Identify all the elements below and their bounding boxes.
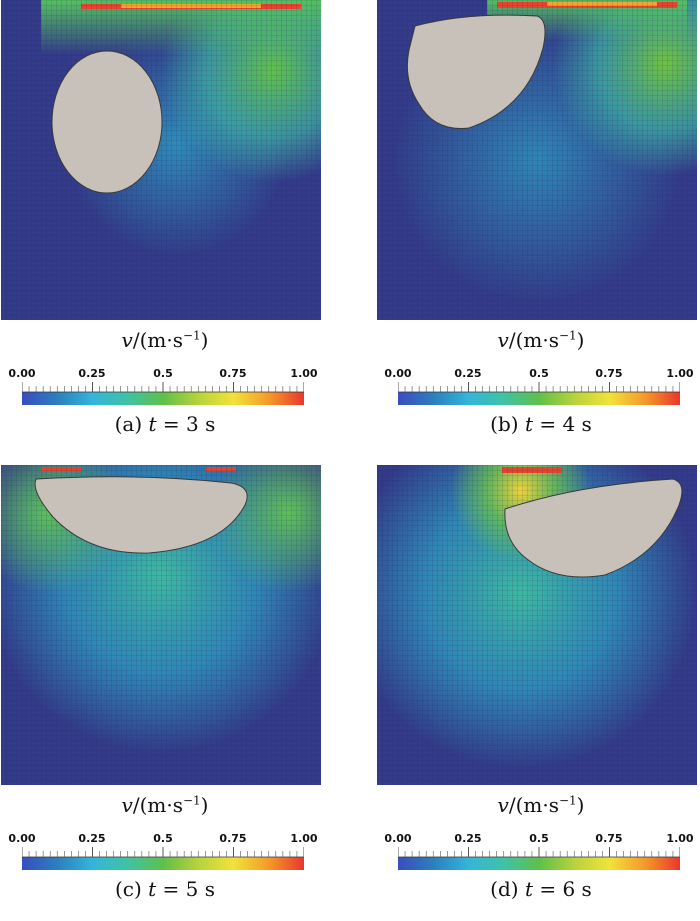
tick-label: 0.00: [8, 832, 36, 845]
tick-label: 0.00: [8, 367, 36, 380]
tick-label: 0.5: [153, 367, 173, 380]
velocity-field-c: [1, 465, 321, 785]
panel-d: v/(m·s−1) 0.00 0.25 0.5 0.75 1.00 (d) t …: [376, 465, 700, 915]
tick-label: 0.75: [219, 367, 247, 380]
tick-label: 0.5: [529, 367, 549, 380]
velocity-field-a: [1, 0, 321, 320]
panel-a: v/(m·s−1) 0.00 0.25 0.5 0.75 1.00 (a) t …: [0, 0, 330, 450]
tick-label: 1.00: [290, 832, 318, 845]
tick-label: 0.25: [454, 367, 482, 380]
velocity-field-d: [377, 465, 697, 785]
colorbar-gradient: [22, 857, 304, 870]
colorbar-tick-labels: 0.00 0.25 0.5 0.75 1.00: [376, 367, 700, 381]
tick-label: 0.25: [454, 832, 482, 845]
panel-caption: (c) t = 5 s: [114, 877, 216, 901]
colorbar-tick-labels: 0.00 0.25 0.5 0.75 1.00: [0, 367, 330, 381]
tick-label: 0.75: [219, 832, 247, 845]
tick-label: 1.00: [666, 367, 694, 380]
colorbar-tick-labels: 0.00 0.25 0.5 0.75 1.00: [376, 832, 700, 846]
tick-label: 0.00: [384, 367, 412, 380]
panel-caption: (d) t = 6 s: [490, 877, 592, 901]
unit-label: v/(m·s−1): [497, 328, 585, 352]
tick-label: 0.25: [78, 832, 106, 845]
colorbar: [398, 847, 680, 870]
colorbar: [398, 382, 680, 405]
tick-label: 0.5: [153, 832, 173, 845]
colorbar-gradient: [398, 392, 680, 405]
panel-c: v/(m·s−1) 0.00 0.25 0.5 0.75 1.00 (c) t …: [0, 465, 330, 915]
unit-label: v/(m·s−1): [121, 793, 209, 817]
tick-label: 1.00: [666, 832, 694, 845]
tick-label: 0.25: [78, 367, 106, 380]
panel-caption: (b) t = 4 s: [490, 412, 592, 436]
colorbar: [22, 382, 304, 405]
colorbar-gradient: [398, 857, 680, 870]
colorbar-gradient: [22, 392, 304, 405]
velocity-field-b: [377, 0, 697, 320]
panel-b: v/(m·s−1) 0.00 0.25 0.5 0.75 1.00 (b) t …: [376, 0, 700, 450]
panel-caption: (a) t = 3 s: [114, 412, 216, 436]
colorbar: [22, 847, 304, 870]
tick-label: 0.75: [595, 832, 623, 845]
unit-label: v/(m·s−1): [121, 328, 209, 352]
colorbar-tick-labels: 0.00 0.25 0.5 0.75 1.00: [0, 832, 330, 846]
tick-label: 0.00: [384, 832, 412, 845]
tick-label: 0.75: [595, 367, 623, 380]
tick-label: 1.00: [290, 367, 318, 380]
tick-label: 0.5: [529, 832, 549, 845]
unit-label: v/(m·s−1): [497, 793, 585, 817]
